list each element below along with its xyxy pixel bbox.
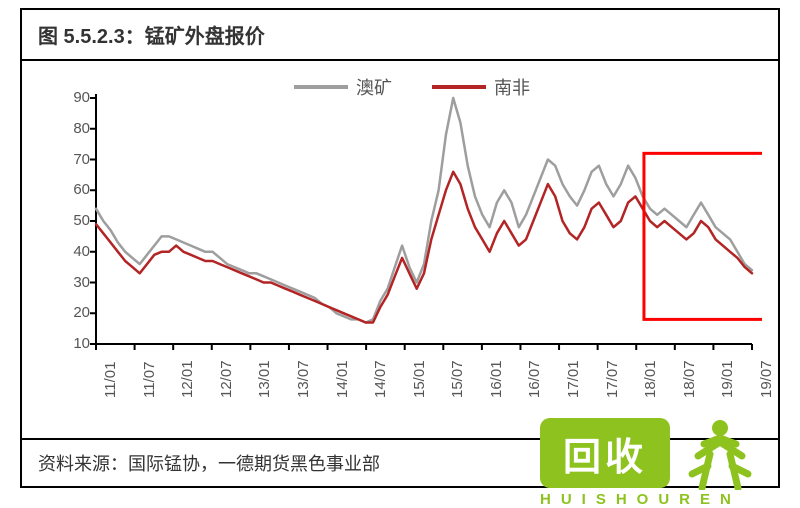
x-tick-label: 19/07: [758, 360, 775, 398]
y-tick-label: 90: [62, 89, 90, 106]
y-tick-label: 60: [62, 181, 90, 198]
x-tick-label: 15/01: [411, 360, 428, 398]
x-tick-label: 16/07: [526, 360, 543, 398]
x-tick-label: 11/01: [102, 362, 119, 398]
y-tick-label: 70: [62, 151, 90, 168]
x-tick-label: 12/01: [179, 360, 196, 398]
source-text: 资料来源：国际锰协，一德期货黑色事业部: [22, 438, 778, 486]
x-tick-label: 13/01: [256, 360, 273, 398]
y-tick-label: 80: [62, 120, 90, 137]
x-tick-label: 19/01: [719, 360, 736, 398]
y-tick-label: 30: [62, 274, 90, 291]
chart-area: 澳矿 南非 102030405060708090 11/0111/0712/01…: [62, 66, 762, 426]
y-tick-label: 20: [62, 304, 90, 321]
x-tick-label: 15/07: [449, 360, 466, 398]
y-tick-label: 50: [62, 212, 90, 229]
x-tick-label: 16/01: [488, 360, 505, 398]
x-tick-label: 12/07: [218, 360, 235, 398]
x-tick-label: 14/07: [372, 360, 389, 398]
chart-frame: 图 5.5.2.3：锰矿外盘报价 澳矿 南非 10203040506070809…: [20, 8, 780, 488]
x-tick-label: 14/01: [334, 360, 351, 398]
chart-title: 图 5.5.2.3：锰矿外盘报价: [22, 10, 778, 61]
x-tick-label: 17/01: [565, 360, 582, 398]
x-tick-label: 18/01: [642, 360, 659, 398]
y-tick-label: 10: [62, 335, 90, 352]
x-tick-label: 13/07: [295, 360, 312, 398]
y-tick-label: 40: [62, 243, 90, 260]
x-tick-label: 17/07: [604, 360, 621, 398]
x-tick-label: 18/07: [681, 360, 698, 398]
x-tick-label: 11/07: [141, 362, 158, 398]
